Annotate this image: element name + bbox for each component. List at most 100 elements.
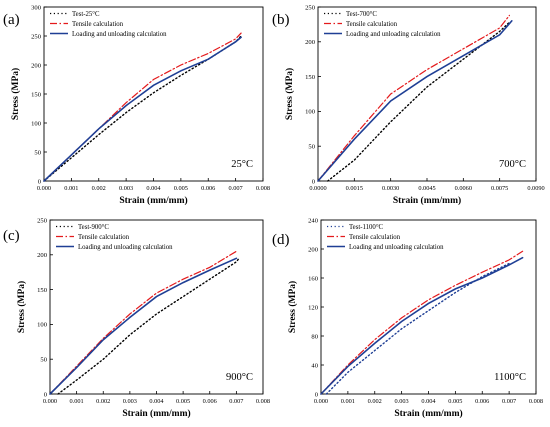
y-tick-label: 100 (305, 109, 316, 116)
legend-entry-1: Test-900°C (78, 224, 109, 231)
x-tick-label: 0.001 (64, 185, 78, 192)
series-line-1 (325, 262, 510, 395)
legend-entry-1: Test-1100°C (349, 224, 384, 231)
y-axis-label: Stress (MPa) (284, 68, 295, 120)
series-line-1 (327, 21, 511, 182)
chart-panel-2: (b) 0.0000 0.0015 0.0030 0.0045 0.0060 0.0075 0… (272, 4, 545, 206)
temperature-annotation: 1100°C (494, 372, 526, 383)
y-tick-label: 240 (308, 217, 319, 224)
y-tick-label: 250 (37, 217, 48, 224)
y-tick-label: 300 (31, 4, 42, 11)
chart-panel-4: (d) 0.000 0.001 0.002 0.003 0.004 0.005 0.006 0.… (272, 217, 543, 419)
x-tick-label: 0.0045 (418, 185, 435, 192)
y-tick-label: 0 (38, 178, 42, 185)
chart-panel-3: (c) 0.000 0.001 0.002 0.003 0.004 0.005 0.006 0.… (3, 217, 270, 419)
panel-label: (d) (272, 232, 290, 248)
x-tick-label: 0.006 (203, 398, 217, 405)
temperature-annotation: 900°C (226, 372, 253, 383)
x-tick-label: 0.002 (92, 185, 106, 192)
x-tick-label: 0.0060 (455, 185, 472, 192)
y-tick-label: 100 (31, 120, 42, 127)
temperature-annotation: 700°C (499, 159, 526, 170)
y-tick-label: 50 (34, 149, 41, 156)
x-tick-label: 0.0015 (346, 185, 363, 192)
y-tick-label: 50 (40, 357, 47, 364)
x-tick-label: 0.003 (395, 398, 409, 405)
y-tick-label: 150 (31, 91, 42, 98)
legend-entry-2: Tensile calculation (78, 234, 130, 241)
x-tick-label: 0.008 (256, 185, 270, 192)
chart-panel-1: (a) 0.000 0.001 0.002 0.003 0.004 0.005 0.006 0.… (3, 4, 270, 206)
x-tick-label: 0.0090 (527, 185, 544, 192)
x-tick-label: 0.002 (96, 398, 110, 405)
temperature-annotation: 25°C (231, 159, 253, 170)
x-tick-label: 0.007 (229, 185, 243, 192)
series-line-3 (49, 257, 238, 395)
y-tick-label: 150 (305, 74, 316, 81)
y-tick-label: 50 (308, 144, 315, 151)
panel-label: (a) (3, 12, 20, 28)
x-tick-label: 0.002 (368, 398, 382, 405)
legend-entry-2: Tensile calculation (346, 21, 398, 28)
y-tick-label: 250 (31, 33, 42, 40)
x-tick-label: 0.001 (70, 398, 84, 405)
y-tick-label: 0 (312, 178, 316, 185)
legend-entry-1: Test-700°C (346, 11, 377, 18)
legend-entry-3: Loading and unloading calculation (349, 244, 444, 251)
x-tick-label: 0.006 (201, 185, 215, 192)
y-tick-label: 0 (315, 391, 319, 398)
x-tick-label: 0.000 (314, 398, 328, 405)
y-tick-label: 200 (308, 246, 319, 253)
legend-entry-2: Tensile calculation (72, 21, 124, 28)
x-tick-label: 0.004 (146, 185, 161, 192)
x-axis-label: Strain (mm/mm) (119, 195, 187, 206)
x-tick-label: 0.000 (43, 398, 57, 405)
x-tick-label: 0.007 (502, 398, 516, 405)
x-tick-label: 0.005 (176, 398, 190, 405)
series-line-1 (43, 35, 242, 182)
x-axis-label: Strain (mm/mm) (122, 408, 190, 419)
y-tick-label: 250 (305, 4, 316, 11)
panel-label: (b) (272, 12, 290, 28)
series-line-2 (49, 250, 237, 395)
y-tick-label: 200 (31, 62, 42, 69)
series-line-2 (43, 32, 242, 182)
panel-label: (c) (3, 228, 20, 244)
x-tick-label: 0.0075 (491, 185, 508, 192)
x-tick-label: 0.004 (421, 398, 436, 405)
x-tick-label: 0.008 (529, 398, 543, 405)
x-tick-label: 0.0030 (382, 185, 399, 192)
x-axis-label: Strain (mm/mm) (394, 408, 462, 419)
y-tick-label: 200 (305, 39, 316, 46)
x-tick-label: 0.005 (174, 185, 188, 192)
y-axis-label: Stress (MPa) (16, 281, 27, 333)
series-line-3 (43, 36, 242, 182)
y-tick-label: 160 (308, 275, 319, 282)
legend-entry-3: Loading and unloading calculation (72, 31, 167, 38)
legend-entry-1: Test-25°C (72, 11, 100, 18)
series-line-3 (320, 256, 524, 395)
x-tick-label: 0.003 (123, 398, 137, 405)
x-axis-label: Strain (mm/mm) (393, 195, 461, 206)
legend-entry-3: Loading and unloading calculation (346, 31, 441, 38)
legend-entry-2: Tensile calculation (349, 234, 401, 241)
y-tick-label: 200 (37, 252, 48, 259)
series-line-1 (57, 257, 240, 395)
series-line-3 (317, 20, 513, 182)
series-line-2 (317, 14, 510, 182)
x-tick-label: 0.001 (341, 398, 355, 405)
y-axis-label: Stress (MPa) (287, 281, 298, 333)
y-axis-label: Stress (MPa) (10, 68, 21, 120)
x-tick-label: 0.000 (37, 185, 51, 192)
y-tick-label: 0 (44, 391, 48, 398)
x-tick-label: 0.005 (448, 398, 462, 405)
x-tick-label: 0.004 (149, 398, 164, 405)
y-tick-label: 40 (311, 362, 318, 369)
x-tick-label: 0.007 (229, 398, 243, 405)
x-tick-label: 0.003 (119, 185, 133, 192)
x-tick-label: 0.0000 (309, 185, 326, 192)
legend-entry-3: Loading and unloading calculation (78, 244, 173, 251)
x-tick-label: 0.008 (256, 398, 270, 405)
y-tick-label: 150 (37, 287, 48, 294)
